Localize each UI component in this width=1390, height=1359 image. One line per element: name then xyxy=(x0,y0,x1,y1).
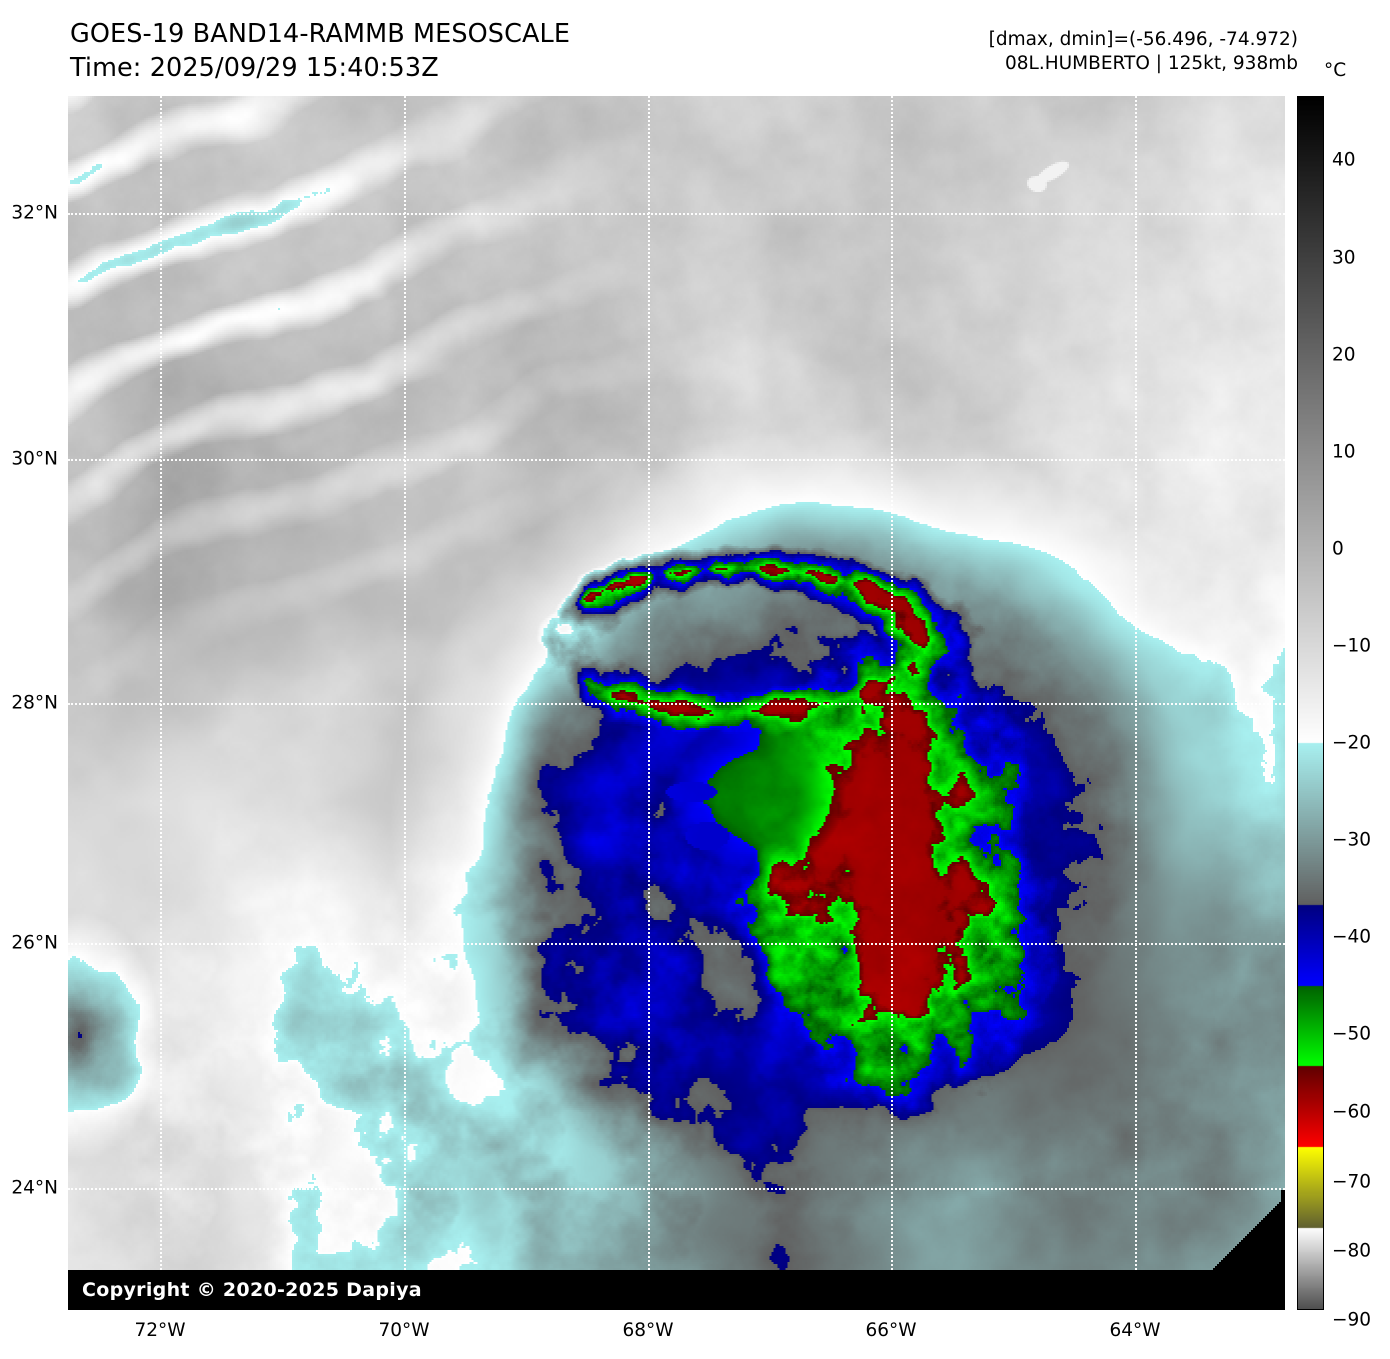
page-title: GOES-19 BAND14-RAMMB MESOSCALE xyxy=(70,19,571,49)
colorbar-tick-label: −80 xyxy=(1332,1240,1372,1262)
latitude-tick-label: 28°N xyxy=(11,692,58,714)
longitude-tick-label: 72°W xyxy=(134,1320,186,1341)
latitude-tick-label: 26°N xyxy=(11,932,58,954)
copyright-bar: Copyright © 2020-2025 Dapiya xyxy=(68,1270,1285,1310)
colorbar-tick-label: 40 xyxy=(1332,149,1356,171)
copyright-label: Copyright © 2020-2025 Dapiya xyxy=(82,1279,422,1301)
metadata-block: [dmax, dmin]=(-56.496, -74.972) 08L.HUMB… xyxy=(989,28,1298,76)
colorbar-tick-label: −30 xyxy=(1332,829,1372,851)
colorbar-tick-label: −60 xyxy=(1332,1101,1372,1123)
colorbar-gradient xyxy=(1298,97,1323,1309)
latitude-tick-label: 32°N xyxy=(11,202,58,224)
storm-info-label: 08L.HUMBERTO | 125kt, 938mb xyxy=(1004,53,1298,75)
longitude-tick-label: 66°W xyxy=(865,1320,917,1341)
colorbar-tick-label: −90 xyxy=(1332,1309,1372,1331)
latitude-tick-label: 30°N xyxy=(11,448,58,470)
colorbar-tick-label: 10 xyxy=(1332,441,1356,463)
longitude-tick-label: 64°W xyxy=(1109,1320,1161,1341)
data-range-label: [dmax, dmin]=(-56.496, -74.972) xyxy=(988,29,1298,50)
longitude-tick-label: 68°W xyxy=(622,1320,674,1341)
colorbar-tick-label: −20 xyxy=(1332,732,1372,754)
colorbar-tick-label: −70 xyxy=(1332,1171,1372,1193)
longitude-tick-label: 70°W xyxy=(378,1320,430,1341)
colorbar-tick-label: −10 xyxy=(1332,635,1372,657)
satellite-imagery-canvas xyxy=(68,96,1285,1310)
temperature-colorbar xyxy=(1297,96,1324,1310)
colorbar-tick-label: −50 xyxy=(1332,1023,1372,1045)
colorbar-tick-label: 20 xyxy=(1332,344,1356,366)
timestamp-label: Time: 2025/09/29 15:40:53Z xyxy=(70,52,439,83)
colorbar-tick-label: −40 xyxy=(1332,926,1372,948)
colorbar-tick-label: 0 xyxy=(1332,538,1344,560)
colorbar-unit-label: °C xyxy=(1324,60,1347,81)
latitude-tick-label: 24°N xyxy=(11,1177,58,1199)
satellite-image-plot: Copyright © 2020-2025 Dapiya xyxy=(68,96,1285,1310)
title-block: GOES-19 BAND14-RAMMB MESOSCALE Time: 202… xyxy=(70,18,570,85)
colorbar-tick-label: 30 xyxy=(1332,247,1356,269)
